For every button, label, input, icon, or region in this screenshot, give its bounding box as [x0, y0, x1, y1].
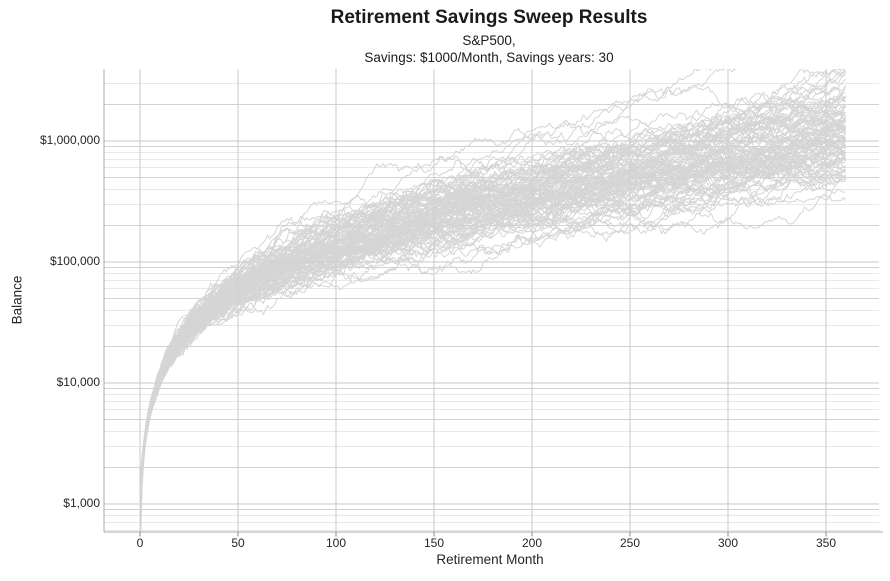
x-tick-label: 350: [815, 536, 837, 550]
x-axis-label: Retirement Month: [436, 552, 544, 567]
x-tick-label: 50: [231, 536, 245, 550]
chart-subtitle-line1: S&P500,: [462, 33, 516, 48]
x-tick-label: 200: [521, 536, 543, 550]
x-tick-label: 300: [717, 536, 739, 550]
y-tick-label: $1,000,000: [39, 133, 100, 147]
x-tick-label: 250: [619, 536, 641, 550]
x-tick-label: 0: [136, 536, 144, 550]
y-axis-label: Balance: [9, 275, 25, 325]
x-tick-label: 150: [423, 536, 445, 550]
chart-title: Retirement Savings Sweep Results: [330, 7, 648, 28]
y-tick-label: $1,000: [63, 496, 100, 510]
x-tick-label: 100: [325, 536, 347, 550]
y-tick-label: $10,000: [56, 375, 100, 389]
y-tick-label: $100,000: [49, 254, 100, 268]
chart-subtitle-line2: Savings: $1000/Month, Savings years: 30: [364, 50, 614, 65]
